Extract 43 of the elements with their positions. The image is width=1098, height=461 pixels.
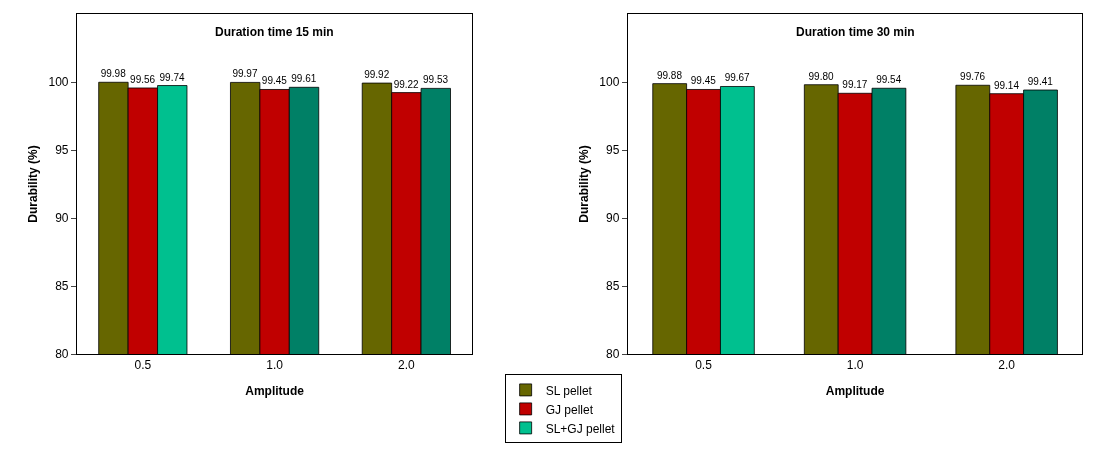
y-tick-label: 90 xyxy=(55,211,69,226)
x-tick-label: 1.0 xyxy=(846,358,864,373)
data-label: 99.80 xyxy=(808,70,834,82)
y-axis-title: Durability (%) xyxy=(25,145,40,223)
y-tick-label: 100 xyxy=(48,75,69,90)
data-label: 99.92 xyxy=(364,69,390,81)
data-label: 99.76 xyxy=(960,71,986,83)
data-label: 99.14 xyxy=(993,79,1020,91)
y-tick-label: 80 xyxy=(55,347,69,362)
data-label: 99.88 xyxy=(656,69,683,81)
data-label: 99.41 xyxy=(1027,76,1054,88)
data-label: 99.53 xyxy=(423,74,449,86)
legend-label: SL+GJ pellet xyxy=(545,421,616,436)
data-label: 99.45 xyxy=(690,75,717,87)
x-tick-label: 2.0 xyxy=(398,358,416,373)
text: Duration time 15 min xyxy=(215,25,334,39)
data-label: 99.17 xyxy=(842,79,868,91)
x-tick-label: 2.0 xyxy=(998,358,1016,373)
y-tick-label: 95 xyxy=(606,143,620,158)
legend-label: SL pellet xyxy=(545,383,593,398)
legend-label: GJ pellet xyxy=(545,402,594,417)
y-axis-title: Durability (%) xyxy=(576,145,591,223)
data-label: 99.22 xyxy=(393,78,420,90)
y-tick-label: 100 xyxy=(599,75,620,90)
y-tick-label: 95 xyxy=(55,143,69,158)
x-tick-label: 1.0 xyxy=(266,358,284,373)
data-label: 99.98 xyxy=(100,68,127,80)
x-axis-title: Amplitude xyxy=(245,384,305,399)
data-label: 99.45 xyxy=(261,75,288,87)
y-tick-label: 80 xyxy=(606,347,620,362)
data-label: 99.61 xyxy=(291,73,317,85)
data-label: 99.67 xyxy=(724,72,751,84)
y-tick-label: 85 xyxy=(606,279,620,294)
data-label: 99.56 xyxy=(130,73,156,85)
x-tick-label: 0.5 xyxy=(695,358,713,373)
x-axis-title: Amplitude xyxy=(825,384,885,399)
data-label: 99.54 xyxy=(876,74,902,86)
y-tick-label: 90 xyxy=(606,211,620,226)
data-label: 99.74 xyxy=(159,71,185,83)
y-tick-label: 85 xyxy=(55,279,69,294)
data-label: 99.97 xyxy=(232,68,258,80)
x-tick-label: 0.5 xyxy=(134,358,152,373)
text: Duration time 30 min xyxy=(796,25,915,39)
